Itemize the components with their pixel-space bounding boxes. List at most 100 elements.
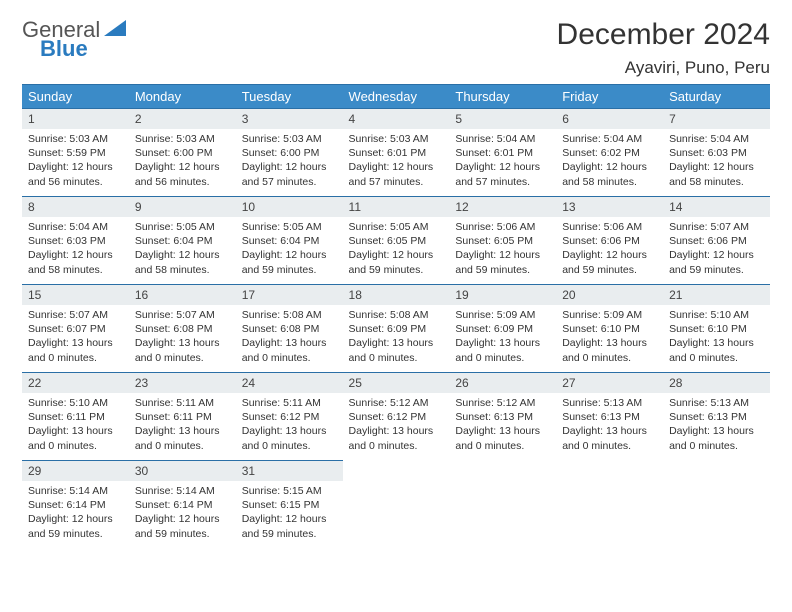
daylight-text: Daylight: 12 hours and 56 minutes.	[28, 160, 123, 188]
day-cell: 31Sunrise: 5:15 AMSunset: 6:15 PMDayligh…	[236, 461, 343, 549]
day-details: Sunrise: 5:03 AMSunset: 5:59 PMDaylight:…	[22, 129, 129, 193]
daylight-text: Daylight: 13 hours and 0 minutes.	[242, 424, 337, 452]
day-header: Saturday	[663, 85, 770, 109]
sunrise-text: Sunrise: 5:07 AM	[135, 308, 230, 322]
sunrise-text: Sunrise: 5:12 AM	[349, 396, 444, 410]
day-details: Sunrise: 5:07 AMSunset: 6:08 PMDaylight:…	[129, 305, 236, 369]
day-details: Sunrise: 5:05 AMSunset: 6:04 PMDaylight:…	[236, 217, 343, 281]
sunrise-text: Sunrise: 5:07 AM	[28, 308, 123, 322]
day-cell: 30Sunrise: 5:14 AMSunset: 6:14 PMDayligh…	[129, 461, 236, 549]
day-number: 6	[556, 109, 663, 129]
day-details: Sunrise: 5:10 AMSunset: 6:11 PMDaylight:…	[22, 393, 129, 457]
daylight-text: Daylight: 13 hours and 0 minutes.	[349, 424, 444, 452]
sunset-text: Sunset: 6:09 PM	[455, 322, 550, 336]
sunset-text: Sunset: 6:02 PM	[562, 146, 657, 160]
sunrise-text: Sunrise: 5:14 AM	[28, 484, 123, 498]
sunrise-text: Sunrise: 5:04 AM	[669, 132, 764, 146]
daylight-text: Daylight: 13 hours and 0 minutes.	[669, 336, 764, 364]
day-number: 17	[236, 285, 343, 305]
daylight-text: Daylight: 12 hours and 59 minutes.	[349, 248, 444, 276]
day-number: 21	[663, 285, 770, 305]
daylight-text: Daylight: 13 hours and 0 minutes.	[135, 424, 230, 452]
sunrise-text: Sunrise: 5:09 AM	[562, 308, 657, 322]
sunset-text: Sunset: 6:01 PM	[349, 146, 444, 160]
day-details: Sunrise: 5:12 AMSunset: 6:13 PMDaylight:…	[449, 393, 556, 457]
day-cell	[663, 461, 770, 549]
day-details: Sunrise: 5:14 AMSunset: 6:14 PMDaylight:…	[22, 481, 129, 545]
day-number: 23	[129, 373, 236, 393]
daylight-text: Daylight: 12 hours and 57 minutes.	[349, 160, 444, 188]
sunrise-text: Sunrise: 5:03 AM	[242, 132, 337, 146]
sunset-text: Sunset: 6:09 PM	[349, 322, 444, 336]
sunrise-text: Sunrise: 5:08 AM	[242, 308, 337, 322]
daylight-text: Daylight: 12 hours and 59 minutes.	[28, 512, 123, 540]
day-number: 29	[22, 461, 129, 481]
day-details: Sunrise: 5:07 AMSunset: 6:07 PMDaylight:…	[22, 305, 129, 369]
title-block: December 2024 Ayaviri, Puno, Peru	[557, 18, 770, 78]
page: General Blue December 2024 Ayaviri, Puno…	[0, 0, 792, 612]
daylight-text: Daylight: 13 hours and 0 minutes.	[349, 336, 444, 364]
day-cell: 21 Sunrise: 5:10 AMSunset: 6:10 PMDayligh…	[663, 285, 770, 373]
day-cell: 15Sunrise: 5:07 AMSunset: 6:07 PMDayligh…	[22, 285, 129, 373]
day-details: Sunrise: 5:11 AMSunset: 6:11 PMDaylight:…	[129, 393, 236, 457]
sunrise-text: Sunrise: 5:05 AM	[242, 220, 337, 234]
sunset-text: Sunset: 6:10 PM	[669, 322, 764, 336]
sunrise-text: Sunrise: 5:11 AM	[242, 396, 337, 410]
sunset-text: Sunset: 6:15 PM	[242, 498, 337, 512]
week-row: 1Sunrise: 5:03 AMSunset: 5:59 PMDaylight…	[22, 109, 770, 197]
day-number: 11	[343, 197, 450, 217]
daylight-text: Daylight: 13 hours and 0 minutes.	[669, 424, 764, 452]
day-details: Sunrise: 5:12 AMSunset: 6:12 PMDaylight:…	[343, 393, 450, 457]
daylight-text: Daylight: 13 hours and 0 minutes.	[242, 336, 337, 364]
day-cell: 14Sunrise: 5:07 AMSunset: 6:06 PMDayligh…	[663, 197, 770, 285]
day-header-row: Sunday Monday Tuesday Wednesday Thursday…	[22, 85, 770, 109]
daylight-text: Daylight: 12 hours and 59 minutes.	[242, 512, 337, 540]
day-header: Wednesday	[343, 85, 450, 109]
sunset-text: Sunset: 6:08 PM	[242, 322, 337, 336]
sunrise-text: Sunrise: 5:04 AM	[562, 132, 657, 146]
sunset-text: Sunset: 6:06 PM	[669, 234, 764, 248]
day-details: Sunrise: 5:06 AMSunset: 6:05 PMDaylight:…	[449, 217, 556, 281]
day-number: 2	[129, 109, 236, 129]
sunrise-text: Sunrise: 5:13 AM	[562, 396, 657, 410]
day-cell	[556, 461, 663, 549]
day-cell: 11Sunrise: 5:05 AMSunset: 6:05 PMDayligh…	[343, 197, 450, 285]
day-number: 16	[129, 285, 236, 305]
sunrise-text: Sunrise: 5:15 AM	[242, 484, 337, 498]
day-cell: 22Sunrise: 5:10 AMSunset: 6:11 PMDayligh…	[22, 373, 129, 461]
day-cell: 7Sunrise: 5:04 AMSunset: 6:03 PMDaylight…	[663, 109, 770, 197]
sunset-text: Sunset: 6:14 PM	[28, 498, 123, 512]
day-number: 25	[343, 373, 450, 393]
logo-triangle-icon	[104, 18, 130, 40]
day-details: Sunrise: 5:08 AMSunset: 6:09 PMDaylight:…	[343, 305, 450, 369]
day-number: 18	[343, 285, 450, 305]
day-details: Sunrise: 5:04 AMSunset: 6:02 PMDaylight:…	[556, 129, 663, 193]
daylight-text: Daylight: 13 hours and 0 minutes.	[455, 424, 550, 452]
day-cell: 25Sunrise: 5:12 AMSunset: 6:12 PMDayligh…	[343, 373, 450, 461]
daylight-text: Daylight: 12 hours and 57 minutes.	[242, 160, 337, 188]
day-number: 12	[449, 197, 556, 217]
day-details: Sunrise: 5:09 AMSunset: 6:09 PMDaylight:…	[449, 305, 556, 369]
day-number: 13	[556, 197, 663, 217]
sunrise-text: Sunrise: 5:03 AM	[28, 132, 123, 146]
sunset-text: Sunset: 6:06 PM	[562, 234, 657, 248]
day-cell: 26Sunrise: 5:12 AMSunset: 6:13 PMDayligh…	[449, 373, 556, 461]
day-cell: 23Sunrise: 5:11 AMSunset: 6:11 PMDayligh…	[129, 373, 236, 461]
day-number: 3	[236, 109, 343, 129]
daylight-text: Daylight: 13 hours and 0 minutes.	[135, 336, 230, 364]
daylight-text: Daylight: 13 hours and 0 minutes.	[562, 336, 657, 364]
day-number: 24	[236, 373, 343, 393]
day-cell: 4Sunrise: 5:03 AMSunset: 6:01 PMDaylight…	[343, 109, 450, 197]
daylight-text: Daylight: 13 hours and 0 minutes.	[562, 424, 657, 452]
day-cell: 8Sunrise: 5:04 AMSunset: 6:03 PMDaylight…	[22, 197, 129, 285]
day-number: 4	[343, 109, 450, 129]
sunrise-text: Sunrise: 5:08 AM	[349, 308, 444, 322]
daylight-text: Daylight: 12 hours and 58 minutes.	[562, 160, 657, 188]
header: General Blue December 2024 Ayaviri, Puno…	[22, 18, 770, 78]
sunrise-text: Sunrise: 5:10 AM	[669, 308, 764, 322]
day-details: Sunrise: 5:08 AMSunset: 6:08 PMDaylight:…	[236, 305, 343, 369]
daylight-text: Daylight: 12 hours and 59 minutes.	[242, 248, 337, 276]
day-header: Monday	[129, 85, 236, 109]
sunrise-text: Sunrise: 5:04 AM	[28, 220, 123, 234]
day-cell: 17Sunrise: 5:08 AMSunset: 6:08 PMDayligh…	[236, 285, 343, 373]
